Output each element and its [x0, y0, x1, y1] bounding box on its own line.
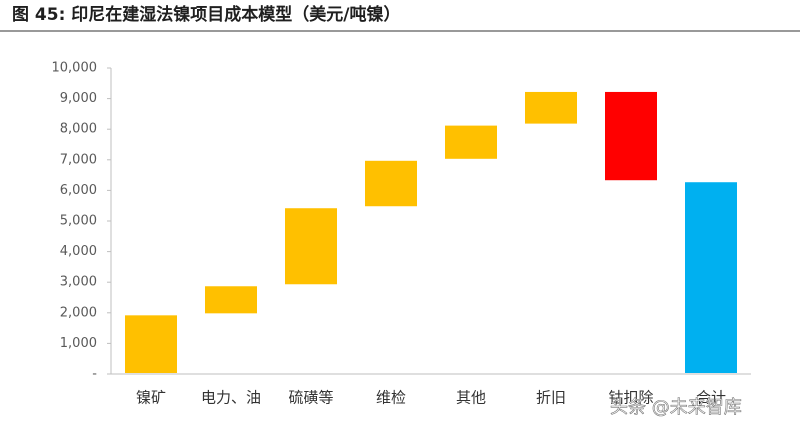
- x-tick-label: 钴扣除: [608, 389, 653, 407]
- x-tick-label: 折旧: [536, 389, 566, 407]
- y-tick-label: 5,000: [60, 214, 97, 229]
- y-tick-label: 2,000: [60, 305, 97, 320]
- bar: [285, 208, 337, 285]
- x-tick-label: 硫磺等: [288, 389, 333, 407]
- chart-title: 图 45: 印尼在建湿法镍项目成本模型（美元/吨镍）: [12, 4, 401, 25]
- bar: [685, 182, 737, 373]
- y-tick-label: 6,000: [60, 183, 97, 198]
- y-tick-label: 4,000: [60, 244, 97, 259]
- y-tick-label: 7,000: [60, 152, 97, 167]
- x-tick-label: 其他: [456, 389, 486, 407]
- bar: [525, 91, 577, 124]
- bar: [365, 160, 417, 207]
- y-tick-label: -: [92, 367, 97, 382]
- x-tick-label: 维检: [376, 389, 406, 407]
- bar: [605, 91, 657, 181]
- x-tick-label: 镍矿: [136, 389, 166, 407]
- bar: [205, 286, 257, 314]
- y-tick-label: 3,000: [60, 275, 97, 290]
- x-tick-label: 电力、油: [201, 389, 261, 407]
- y-tick-label: 1,000: [60, 336, 97, 351]
- bar: [125, 315, 177, 373]
- y-tick-label: 9,000: [60, 91, 97, 106]
- y-tick-label: 8,000: [60, 122, 97, 137]
- watermark: 头条 @未来智库: [610, 397, 742, 418]
- bar: [445, 125, 497, 159]
- x-tick-label: 合计: [696, 389, 726, 407]
- y-tick-label: 10,000: [52, 61, 98, 76]
